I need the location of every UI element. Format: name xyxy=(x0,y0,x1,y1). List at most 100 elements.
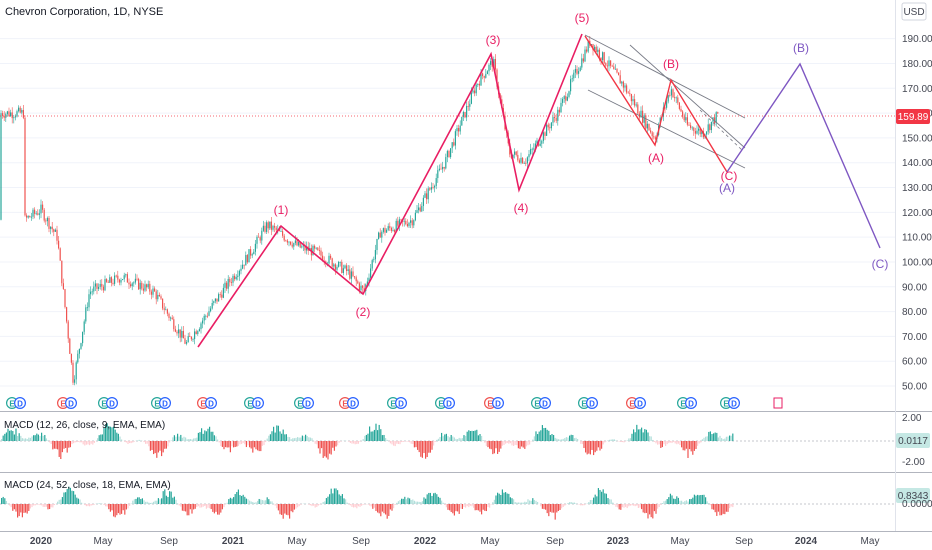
macd-bar xyxy=(143,441,145,443)
candle-body xyxy=(264,225,266,232)
macd-bar xyxy=(346,502,348,504)
macd-bar xyxy=(645,504,647,513)
candle-body xyxy=(598,49,600,58)
macd-bar xyxy=(245,498,247,504)
macd-bar xyxy=(36,504,38,505)
macd-bar xyxy=(207,428,209,441)
macd-bar xyxy=(498,493,500,504)
candle-body xyxy=(360,285,362,291)
macd-bar xyxy=(644,429,646,441)
macd-bar xyxy=(26,439,28,441)
macd-bar xyxy=(319,441,321,454)
macd-bar xyxy=(189,439,191,441)
event-marker-dividend[interactable] xyxy=(538,397,551,410)
event-marker-dividend[interactable] xyxy=(684,397,697,410)
event-marker-dividend[interactable] xyxy=(205,397,218,410)
macd-bar xyxy=(47,440,49,441)
candle-body xyxy=(16,111,18,117)
macd-bar xyxy=(541,504,543,509)
macd-bar xyxy=(247,441,249,446)
candle-body xyxy=(416,210,418,213)
macd-bar xyxy=(481,435,483,441)
candle-body xyxy=(467,105,469,107)
macd-bar xyxy=(247,499,249,504)
candle-body xyxy=(195,331,197,335)
event-marker-dividend[interactable] xyxy=(159,397,172,410)
macd-bar xyxy=(103,427,105,441)
macd-bar xyxy=(255,441,257,450)
event-marker-letter: E xyxy=(247,400,253,409)
candle-body xyxy=(296,240,298,246)
candle-body xyxy=(565,96,567,101)
macd-bar xyxy=(373,504,375,508)
upcoming-event-marker[interactable] xyxy=(773,397,783,409)
macd-bar xyxy=(572,502,574,504)
candle-body xyxy=(606,65,608,67)
macd-bar xyxy=(255,502,257,504)
event-marker-dividend[interactable] xyxy=(585,397,598,410)
event-marker-dividend[interactable] xyxy=(443,397,456,410)
candle-body xyxy=(189,336,191,337)
currency-badge[interactable] xyxy=(901,2,927,21)
macd-bar xyxy=(725,436,727,441)
macd-bar xyxy=(157,498,159,504)
event-marker-dividend[interactable] xyxy=(395,397,408,410)
event-marker-dividend[interactable] xyxy=(633,397,646,410)
event-marker-dividend[interactable] xyxy=(252,397,265,410)
event-marker-dividend[interactable] xyxy=(727,397,740,410)
macd-bar xyxy=(583,504,585,506)
event-marker-dividend[interactable] xyxy=(64,397,77,410)
candle-body xyxy=(258,236,260,238)
macd-bar xyxy=(543,428,545,441)
macd-bar xyxy=(79,499,81,504)
macd-bar xyxy=(663,501,665,504)
candle-body xyxy=(451,142,453,149)
macd-bar xyxy=(465,504,467,508)
macd-bar xyxy=(503,441,505,446)
event-marker-dividend[interactable] xyxy=(347,397,360,410)
macd-bar xyxy=(716,504,718,516)
macd-bar xyxy=(357,441,359,444)
candle-body xyxy=(19,107,21,113)
macd-bar xyxy=(140,440,142,441)
macd-bar xyxy=(335,488,337,504)
macd-bar xyxy=(713,504,715,510)
macd-bar xyxy=(412,441,414,445)
candle-body xyxy=(683,116,685,121)
macd-bar xyxy=(330,441,332,455)
event-marker-dividend[interactable] xyxy=(492,397,505,410)
macd-bar xyxy=(98,435,100,441)
macd-bar xyxy=(397,441,399,445)
event-marker-dividend[interactable] xyxy=(14,397,27,410)
macd-bar xyxy=(583,441,585,449)
candle-body xyxy=(56,229,58,241)
macd-bar xyxy=(157,441,159,453)
event-marker-dividend[interactable] xyxy=(302,397,315,410)
macd-bar xyxy=(444,504,446,506)
event-marker-dividend[interactable] xyxy=(105,397,118,410)
macd-bar xyxy=(287,504,289,516)
macd-bar xyxy=(162,441,164,453)
candle-body xyxy=(645,115,647,129)
macd-bar xyxy=(138,497,140,504)
macd-bar xyxy=(362,504,364,505)
candle-body xyxy=(381,231,383,238)
macd-bar xyxy=(599,441,601,451)
macd-bar xyxy=(708,431,710,441)
time-tick-label: May xyxy=(288,536,307,547)
macd-bar xyxy=(263,441,265,446)
macd-bar xyxy=(469,431,471,441)
price-tick-label: 190.00 xyxy=(902,34,932,45)
candle-body xyxy=(550,122,552,129)
macd-bar xyxy=(44,434,46,441)
event-marker-letter: D xyxy=(162,400,168,409)
candle-body xyxy=(235,276,237,280)
macd-bar xyxy=(234,494,236,504)
candle-body xyxy=(155,291,157,300)
macd-bar xyxy=(709,504,711,506)
candle-body xyxy=(382,228,384,232)
candle-body xyxy=(437,170,439,179)
macd-bar xyxy=(45,438,47,441)
macd-bar xyxy=(146,501,148,504)
